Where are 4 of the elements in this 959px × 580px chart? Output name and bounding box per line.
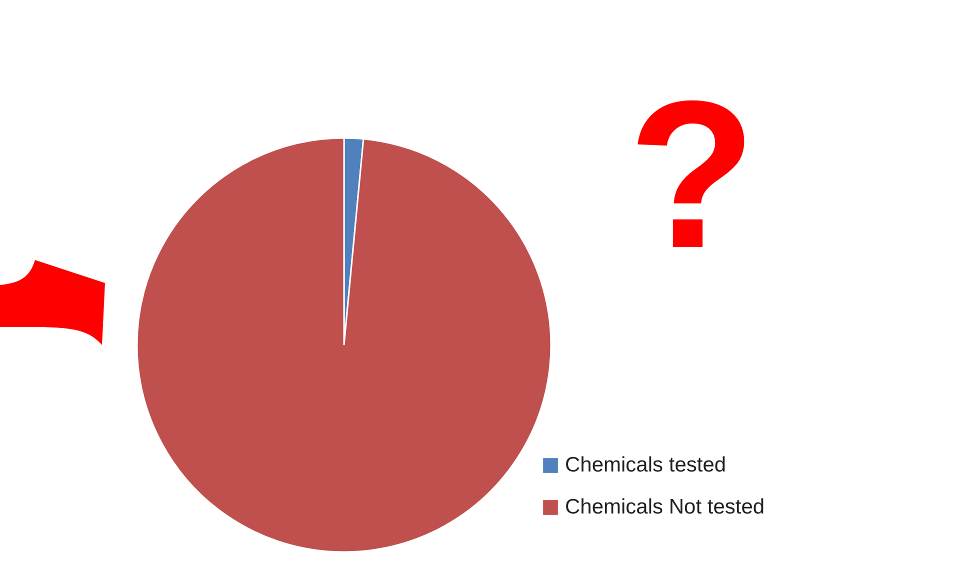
legend-label: Chemicals Not tested — [565, 496, 765, 518]
text: ? — [628, 57, 756, 292]
pie-slice — [136, 137, 552, 553]
legend-label: Chemicals tested — [565, 454, 726, 476]
